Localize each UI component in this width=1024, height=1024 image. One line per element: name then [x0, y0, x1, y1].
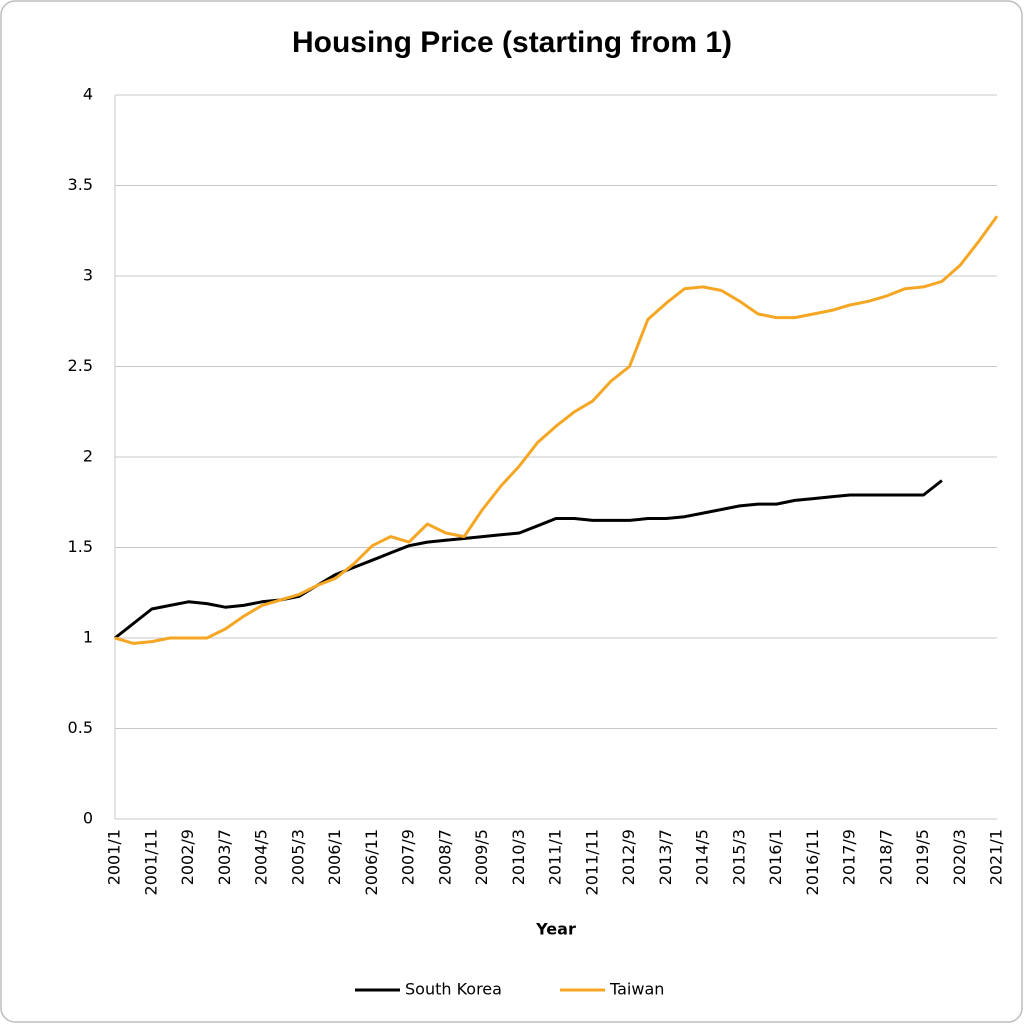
- y-tick-label: 4: [83, 85, 93, 104]
- x-tick-label: 2001/11: [141, 829, 160, 895]
- x-tick-label: 2014/5: [693, 829, 712, 885]
- y-tick-label: 0.5: [68, 718, 93, 737]
- y-tick-label: 3.5: [68, 175, 93, 194]
- x-tick-label: 2016/1: [766, 829, 785, 885]
- x-tick-label: 2011/11: [582, 829, 601, 895]
- y-tick-label: 2: [83, 447, 93, 466]
- x-tick-label: 2021/1: [987, 829, 1006, 885]
- x-tick-label: 2015/3: [729, 829, 748, 885]
- x-tick-label: 2001/1: [105, 829, 124, 885]
- x-tick-label: 2002/9: [178, 829, 197, 885]
- x-tick-label: 2006/1: [325, 829, 344, 885]
- x-tick-label: 2009/5: [472, 829, 491, 885]
- y-tick-label: 1.5: [68, 537, 93, 556]
- x-tick-label: 2019/5: [913, 829, 932, 885]
- line-series: [114, 215, 999, 645]
- x-tick-label: 2004/5: [252, 829, 271, 885]
- x-tick-label: 2005/3: [288, 829, 307, 885]
- x-tick-label: 2012/9: [619, 829, 638, 885]
- x-tick-label: 2010/3: [509, 829, 528, 885]
- x-tick-label: 2003/7: [215, 829, 234, 885]
- legend-label: Taiwan: [609, 980, 664, 999]
- y-tick-label: 1: [83, 628, 93, 647]
- x-axis-title: Year: [535, 920, 576, 939]
- y-tick-label: 2.5: [68, 356, 93, 375]
- x-tick-label: 2016/11: [803, 829, 822, 895]
- x-tick-label: 2007/9: [399, 829, 418, 885]
- legend-label: South Korea: [405, 980, 502, 999]
- y-tick-label: 3: [83, 266, 93, 285]
- chart-title: Housing Price (starting from 1): [292, 26, 732, 59]
- x-tick-label: 2006/11: [362, 829, 381, 895]
- x-tick-label: 2013/7: [656, 829, 675, 885]
- x-tick-label: 2017/9: [840, 829, 859, 885]
- x-tick-label: 2008/7: [435, 829, 454, 885]
- x-tick-label: 2020/3: [950, 829, 969, 885]
- line-series: [114, 479, 943, 640]
- x-tick-label: 2018/7: [876, 829, 895, 885]
- y-tick-label: 0: [83, 809, 93, 828]
- x-tick-label: 2011/1: [546, 829, 565, 885]
